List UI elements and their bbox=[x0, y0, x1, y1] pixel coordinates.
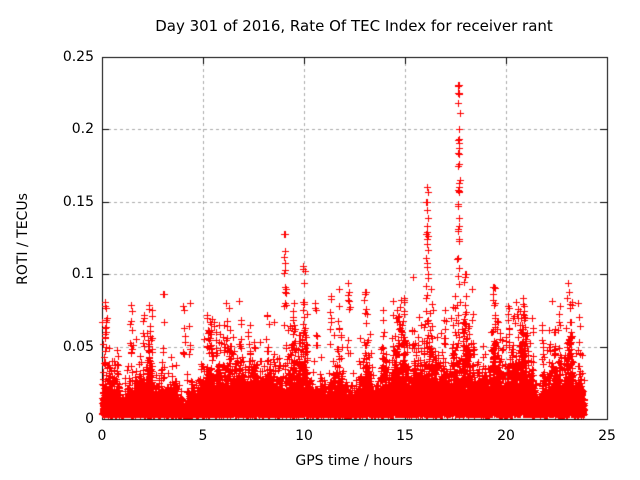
y-tick-label: 0 bbox=[85, 411, 94, 427]
y-tick-label: 0.2 bbox=[71, 121, 94, 138]
y-tick-label: 0.1 bbox=[71, 266, 94, 283]
x-tick-label: 20 bbox=[497, 428, 515, 444]
x-tick-label: 5 bbox=[198, 428, 208, 444]
x-tick-label: 25 bbox=[598, 428, 616, 444]
x-tick-label: 0 bbox=[97, 428, 107, 444]
y-tick-label: 0.05 bbox=[62, 338, 94, 355]
y-axis-label: ROTI / TECUs bbox=[15, 193, 31, 285]
y-tick-label: 0.25 bbox=[62, 49, 94, 65]
x-tick-label: 10 bbox=[295, 428, 313, 444]
x-axis-label: GPS time / hours bbox=[295, 453, 413, 469]
y-tick-label: 0.15 bbox=[62, 193, 94, 210]
chart-title: Day 301 of 2016, Rate Of TEC Index for r… bbox=[155, 17, 553, 35]
x-tick-label: 15 bbox=[396, 428, 414, 444]
